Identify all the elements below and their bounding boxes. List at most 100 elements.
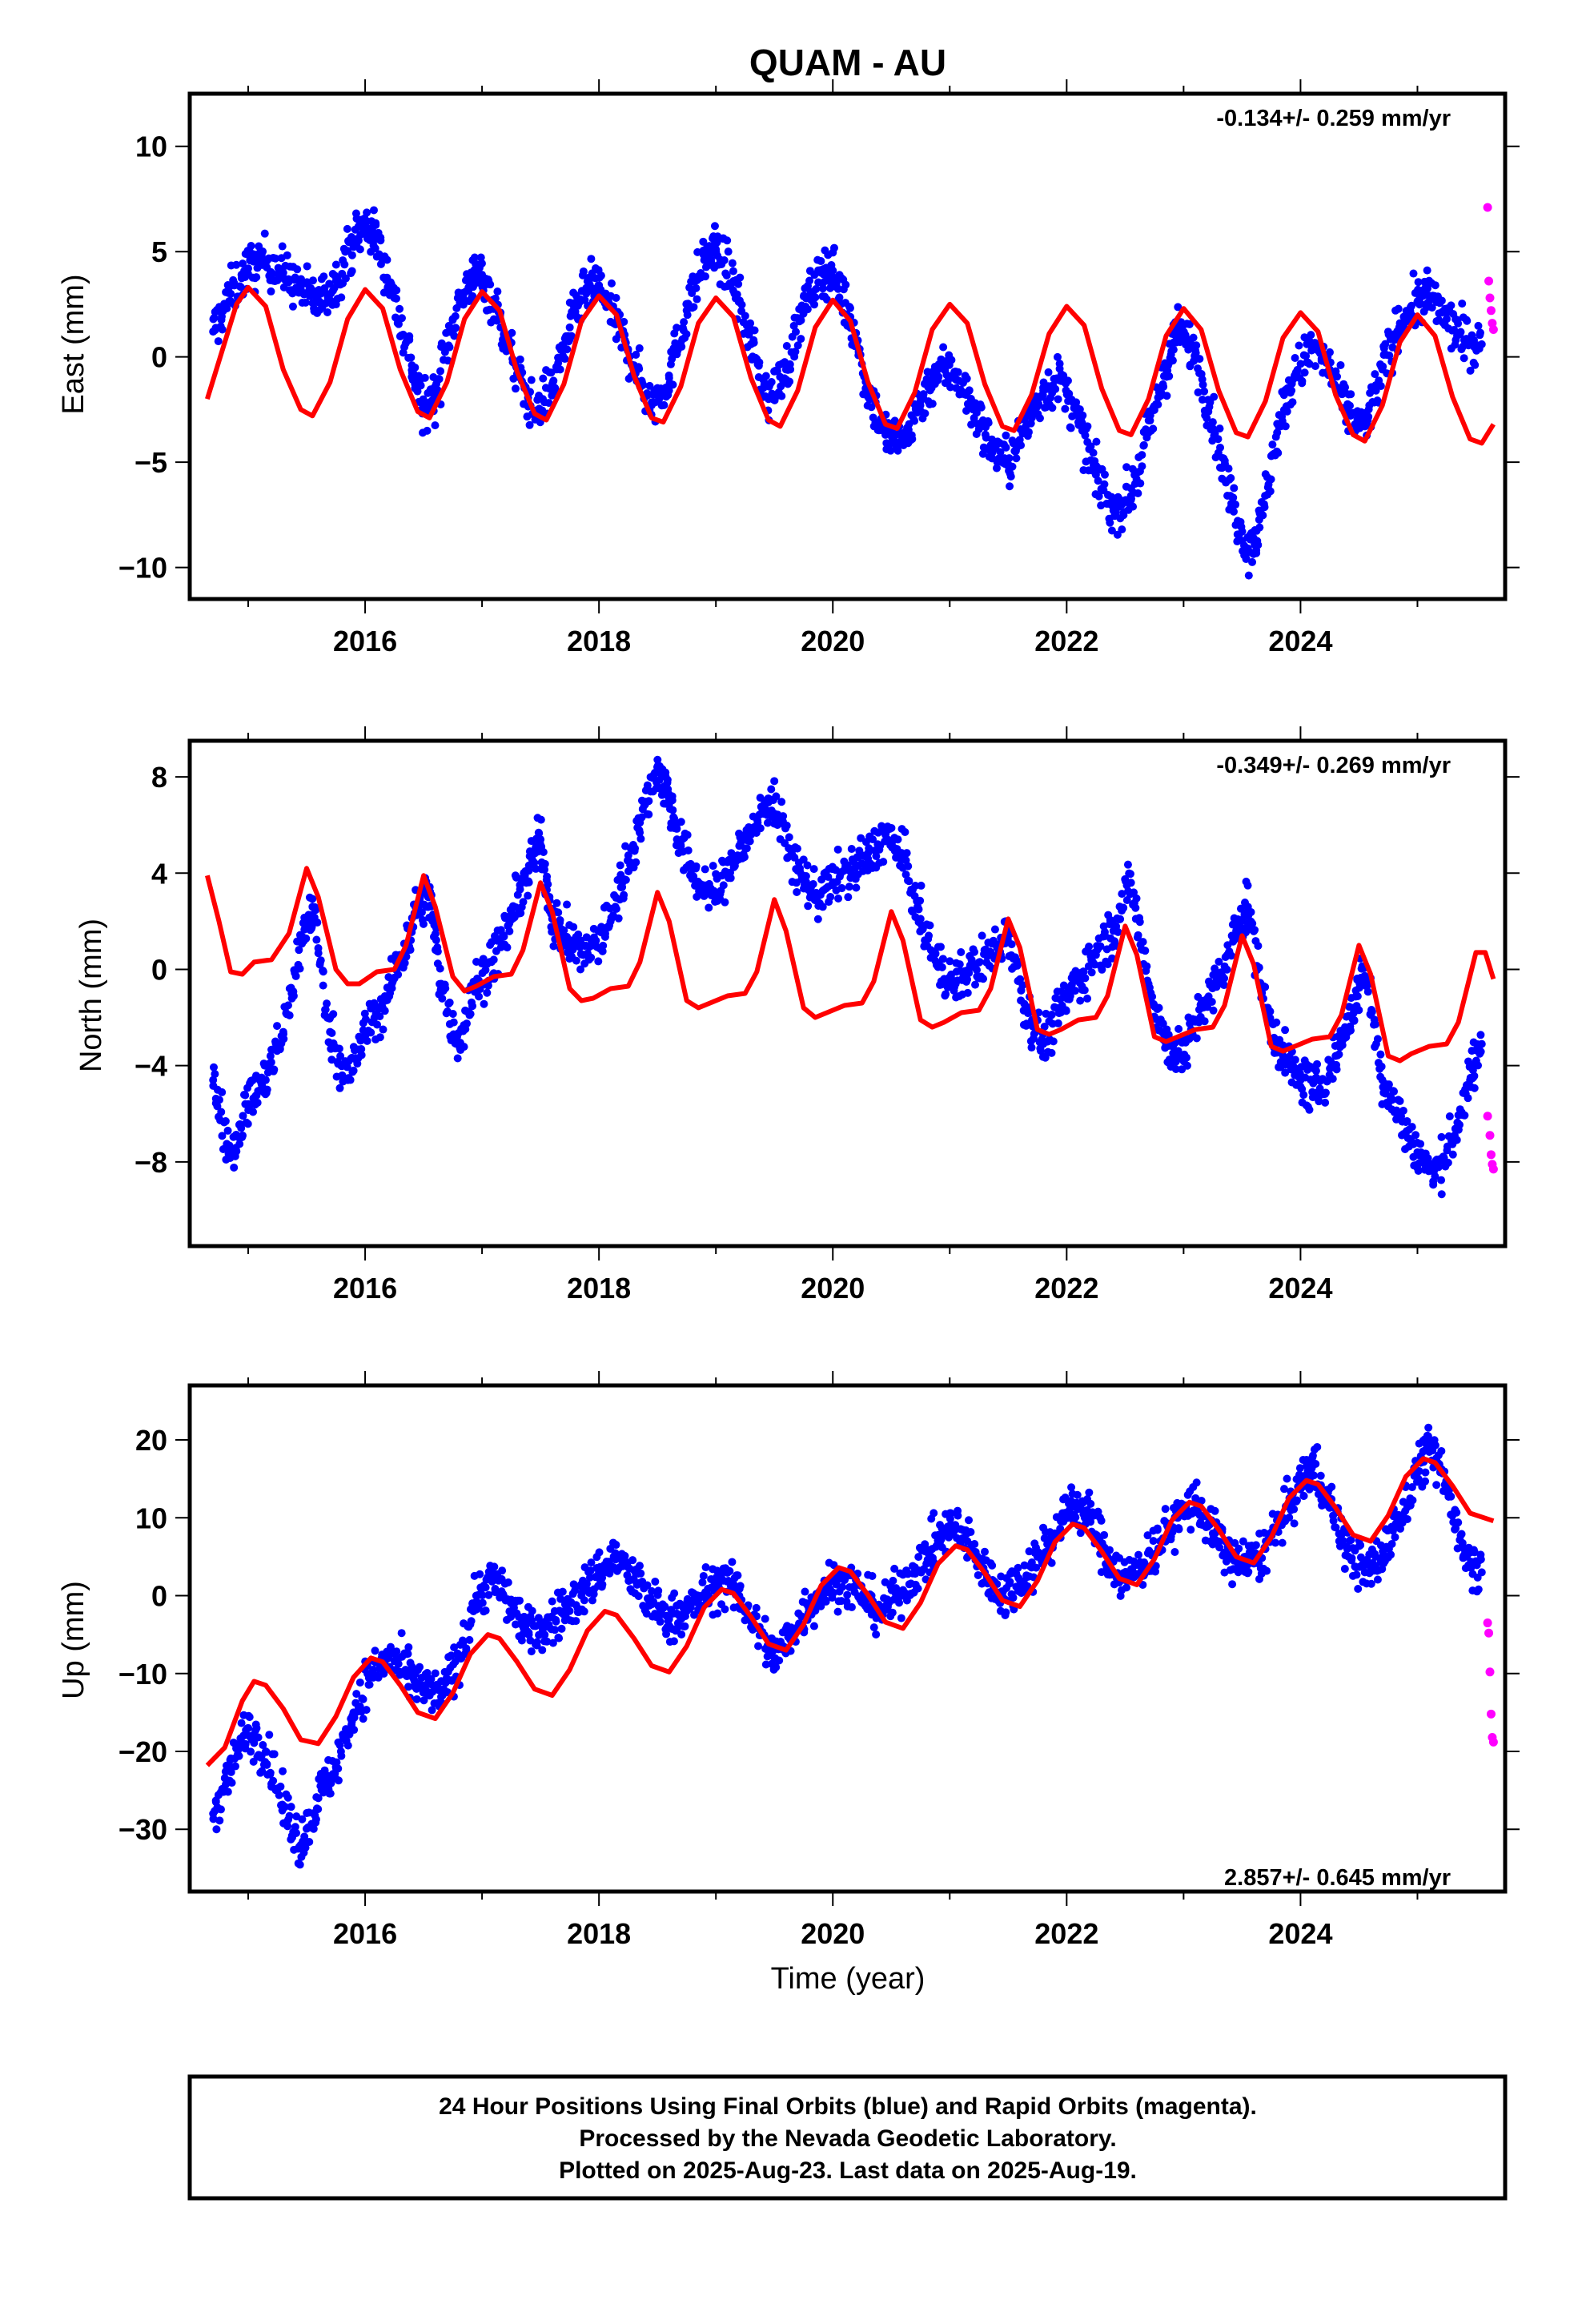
east-final-point: [394, 320, 403, 328]
up-final-point: [555, 1634, 564, 1642]
north-final-point: [554, 908, 563, 917]
up-final-point: [588, 1596, 596, 1605]
east-final-point: [1139, 440, 1148, 449]
north-final-point: [1118, 890, 1126, 899]
up-final-point: [335, 1741, 344, 1750]
up-final-point: [1071, 1513, 1080, 1522]
north-final-point: [1209, 1006, 1218, 1015]
north-final-point: [1437, 1132, 1446, 1141]
east-final-point: [729, 276, 738, 285]
east-final-point: [1138, 462, 1146, 471]
east-final-point: [337, 293, 346, 302]
up-final-point: [223, 1787, 232, 1796]
up-final-point: [677, 1630, 686, 1638]
up-y-tick-label: −30: [118, 1813, 167, 1846]
north-final-point: [635, 826, 644, 834]
up-final-point: [569, 1580, 578, 1589]
east-final-point: [1126, 492, 1135, 501]
up-final-point: [754, 1642, 763, 1651]
east-data-layer: [205, 203, 1498, 580]
north-final-point: [824, 872, 833, 881]
east-final-point: [701, 272, 710, 281]
north-final-point: [809, 865, 818, 874]
north-final-point: [614, 914, 623, 923]
up-final-point: [966, 1528, 975, 1537]
east-final-point: [1075, 405, 1084, 414]
north-final-point: [809, 879, 817, 888]
up-final-point: [481, 1583, 490, 1592]
north-final-point: [378, 1003, 387, 1012]
east-final-point: [1333, 372, 1342, 381]
north-final-point: [712, 891, 721, 899]
north-final-point: [243, 1120, 252, 1128]
north-final-point: [552, 899, 561, 907]
north-final-point: [1315, 1097, 1323, 1106]
north-final-point: [742, 844, 751, 853]
east-final-point: [713, 238, 721, 247]
north-final-point: [1261, 983, 1270, 991]
up-final-point: [1073, 1490, 1082, 1499]
east-final-point: [1267, 475, 1275, 484]
north-final-point: [636, 818, 644, 827]
east-final-point: [1224, 464, 1233, 473]
east-final-point: [1381, 340, 1390, 348]
north-final-point: [905, 877, 913, 886]
north-final-point: [267, 1058, 275, 1067]
north-rapid-point: [1486, 1150, 1496, 1160]
north-final-point: [314, 949, 323, 958]
up-final-point: [540, 1630, 549, 1639]
east-final-point: [1214, 435, 1223, 444]
east-final-point: [886, 446, 895, 455]
north-final-point: [592, 936, 600, 945]
north-final-point: [1403, 1117, 1411, 1126]
north-final-point: [321, 1005, 330, 1014]
up-final-point: [628, 1556, 637, 1565]
east-final-point: [214, 337, 223, 346]
north-rapid-point: [1483, 1112, 1492, 1121]
up-final-point: [481, 1606, 490, 1615]
up-final-point: [247, 1747, 255, 1756]
up-final-point: [538, 1646, 547, 1655]
north-final-point: [484, 981, 492, 990]
east-final-point: [1044, 368, 1053, 376]
east-final-point: [612, 293, 620, 302]
north-final-point: [1079, 967, 1088, 976]
north-final-point: [785, 833, 793, 842]
north-final-point: [1474, 1061, 1483, 1070]
east-final-point: [477, 259, 486, 267]
north-final-point: [772, 792, 781, 801]
north-final-point: [1142, 962, 1151, 971]
up-final-point: [227, 1779, 236, 1787]
north-final-point: [1040, 1022, 1049, 1031]
east-final-point: [817, 257, 825, 266]
north-final-point: [990, 925, 999, 934]
north-final-point: [1416, 1140, 1425, 1148]
north-final-point: [574, 930, 583, 939]
north-final-point: [357, 1051, 366, 1059]
north-final-point: [556, 916, 564, 925]
north-final-point: [1456, 1120, 1464, 1129]
north-final-point: [963, 975, 972, 984]
east-final-point: [371, 219, 380, 227]
east-rapid-point: [1483, 203, 1492, 212]
east-final-point: [347, 267, 356, 275]
east-final-point: [1308, 344, 1317, 353]
east-final-point: [1136, 479, 1145, 488]
north-final-point: [336, 1051, 345, 1060]
north-final-point: [375, 1033, 384, 1042]
north-final-point: [295, 964, 304, 973]
north-final-point: [955, 960, 964, 969]
up-final-point: [921, 1540, 930, 1549]
east-final-point: [476, 253, 485, 262]
north-final-point: [343, 1076, 352, 1084]
east-final-point: [1248, 557, 1257, 566]
north-final-point: [1154, 1003, 1163, 1012]
up-final-point: [259, 1741, 267, 1750]
north-final-point: [239, 1112, 247, 1120]
north-final-point: [319, 967, 327, 976]
east-rate-label: -0.134+/- 0.259 mm/yr: [1216, 106, 1451, 131]
north-final-point: [279, 1027, 287, 1036]
figure-title: QUAM - AU: [749, 42, 946, 83]
up-final-point: [889, 1576, 897, 1585]
north-final-point: [1443, 1158, 1452, 1167]
